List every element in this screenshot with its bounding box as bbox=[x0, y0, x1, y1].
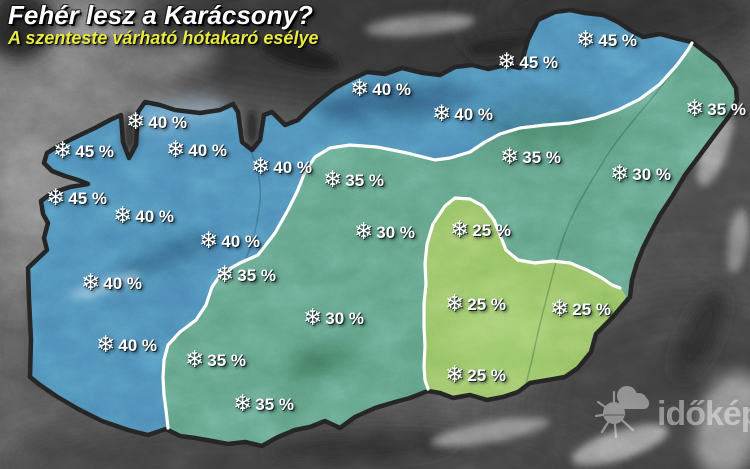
snow-probability-label: ❄ 35 % bbox=[685, 98, 746, 121]
snow-probability-label: ❄ 40 % bbox=[126, 111, 187, 134]
page-title: Fehér lesz a Karácsony? bbox=[8, 0, 313, 30]
snowflake-icon: ❄ bbox=[550, 296, 570, 322]
page-subtitle: A szenteste várható hótakaró esélye bbox=[8, 28, 319, 49]
snow-probability-label: ❄ 35 % bbox=[323, 169, 384, 192]
probability-value: 35 % bbox=[255, 394, 295, 414]
snowflake-icon: ❄ bbox=[497, 49, 517, 75]
snow-probability-label: ❄ 35 % bbox=[185, 349, 246, 372]
snowflake-icon: ❄ bbox=[81, 270, 101, 296]
snowflake-icon: ❄ bbox=[185, 347, 205, 373]
snowflake-icon: ❄ bbox=[432, 101, 452, 127]
snow-probability-label: ❄ 45 % bbox=[497, 51, 558, 74]
probability-value: 25 % bbox=[467, 294, 507, 314]
probability-value: 35 % bbox=[207, 350, 247, 370]
snow-probability-label: ❄ 40 % bbox=[199, 230, 260, 253]
probability-value: 35 % bbox=[522, 147, 562, 167]
snow-probability-label: ❄ 45 % bbox=[46, 187, 107, 210]
probability-value: 25 % bbox=[472, 220, 512, 240]
snowflake-icon: ❄ bbox=[354, 219, 374, 245]
snow-probability-label: ❄ 35 % bbox=[500, 146, 561, 169]
snow-probability-label: ❄ 45 % bbox=[576, 29, 637, 52]
blue-teal-divider bbox=[161, 41, 694, 430]
snow-probability-label: ❄ 25 % bbox=[550, 298, 611, 321]
teal-green-divider bbox=[422, 196, 622, 391]
probability-value: 45 % bbox=[598, 30, 638, 50]
snowflake-icon: ❄ bbox=[126, 109, 146, 135]
snowflake-icon: ❄ bbox=[445, 362, 465, 388]
snow-probability-label: ❄ 40 % bbox=[81, 272, 142, 295]
snow-probability-label: ❄ 30 % bbox=[354, 221, 415, 244]
snowflake-icon: ❄ bbox=[323, 167, 343, 193]
snowflake-icon: ❄ bbox=[610, 161, 630, 187]
probability-value: 35 % bbox=[345, 170, 385, 190]
snow-probability-label: ❄ 40 % bbox=[251, 156, 312, 179]
snow-probability-label: ❄ 40 % bbox=[432, 103, 493, 126]
snowflake-icon: ❄ bbox=[445, 291, 465, 317]
country-border bbox=[25, 7, 740, 449]
snow-probability-label: ❄ 45 % bbox=[53, 140, 114, 163]
snow-probability-label: ❄ 40 % bbox=[96, 334, 157, 357]
snow-probability-label: ❄ 35 % bbox=[215, 264, 276, 287]
snowflake-icon: ❄ bbox=[199, 228, 219, 254]
zone-divider-lines bbox=[161, 41, 694, 430]
snow-probability-label: ❄ 25 % bbox=[445, 293, 506, 316]
probability-value: 35 % bbox=[237, 265, 277, 285]
probability-value: 40 % bbox=[273, 157, 313, 177]
probability-value: 40 % bbox=[454, 104, 494, 124]
snowflake-icon: ❄ bbox=[500, 144, 520, 170]
probability-value: 25 % bbox=[572, 299, 612, 319]
snow-probability-label: ❄ 30 % bbox=[303, 307, 364, 330]
snowflake-icon: ❄ bbox=[350, 76, 370, 102]
snowflake-icon: ❄ bbox=[303, 305, 323, 331]
probability-value: 40 % bbox=[372, 79, 412, 99]
snowflake-icon: ❄ bbox=[685, 96, 705, 122]
snowflake-icon: ❄ bbox=[53, 138, 73, 164]
probability-value: 40 % bbox=[135, 206, 175, 226]
probability-value: 40 % bbox=[103, 273, 143, 293]
snow-probability-label: ❄ 25 % bbox=[445, 364, 506, 387]
snowflake-icon: ❄ bbox=[96, 332, 116, 358]
snowflake-icon: ❄ bbox=[166, 137, 186, 163]
snowflake-icon: ❄ bbox=[576, 27, 596, 53]
probability-value: 30 % bbox=[325, 308, 365, 328]
snow-probability-label: ❄ 35 % bbox=[233, 393, 294, 416]
probability-value: 35 % bbox=[707, 99, 747, 119]
snowflake-icon: ❄ bbox=[450, 217, 470, 243]
snow-probability-label: ❄ 30 % bbox=[610, 163, 671, 186]
probability-value: 30 % bbox=[376, 222, 416, 242]
snow-probability-label: ❄ 40 % bbox=[113, 205, 174, 228]
snow-probability-label: ❄ 25 % bbox=[450, 219, 511, 242]
probability-value: 40 % bbox=[118, 335, 158, 355]
snowflake-icon: ❄ bbox=[215, 262, 235, 288]
probability-value: 45 % bbox=[68, 188, 108, 208]
snowflake-icon: ❄ bbox=[46, 185, 66, 211]
probability-value: 40 % bbox=[148, 112, 188, 132]
snow-probability-label: ❄ 40 % bbox=[350, 78, 411, 101]
probability-value: 45 % bbox=[75, 141, 115, 161]
probability-value: 25 % bbox=[467, 365, 507, 385]
probability-value: 40 % bbox=[188, 140, 228, 160]
snow-probability-label: ❄ 40 % bbox=[166, 139, 227, 162]
snowflake-icon: ❄ bbox=[251, 154, 271, 180]
snowflake-icon: ❄ bbox=[113, 203, 133, 229]
probability-value: 30 % bbox=[632, 164, 672, 184]
probability-value: 45 % bbox=[519, 52, 559, 72]
snowflake-icon: ❄ bbox=[233, 391, 253, 417]
probability-value: 40 % bbox=[221, 231, 261, 251]
header: Fehér lesz a Karácsony? A szenteste várh… bbox=[8, 1, 318, 49]
